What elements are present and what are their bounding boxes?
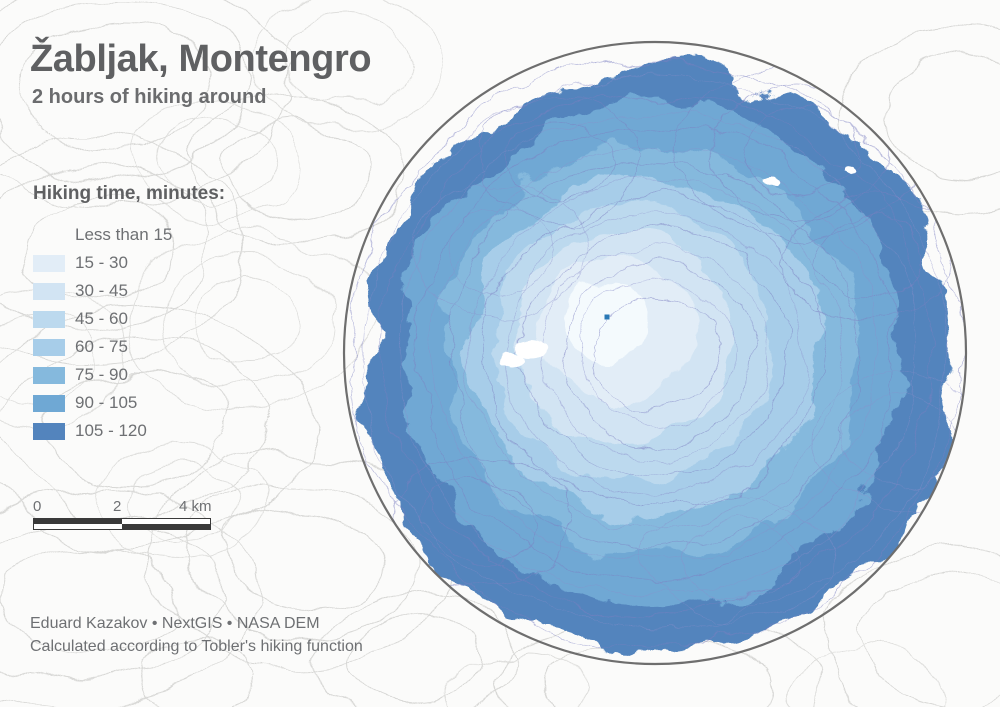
- credit-method: Calculated according to Tobler's hiking …: [30, 638, 363, 656]
- legend-row: 60 - 75: [33, 333, 225, 361]
- scale-tick-start: 0: [33, 498, 42, 515]
- credit-authors: Eduard Kazakov • NextGIS • NASA DEM: [30, 615, 320, 632]
- legend-swatch: [33, 366, 65, 384]
- scale-tick-end: 4 km: [179, 498, 212, 515]
- legend-label: 15 - 30: [75, 253, 128, 272]
- legend-swatch: [33, 394, 65, 412]
- legend-swatch: [33, 282, 65, 300]
- legend-label: 90 - 105: [75, 393, 138, 412]
- legend-swatch: [33, 254, 65, 272]
- isochrone-band-under-15: [565, 280, 653, 364]
- legend-swatch: [33, 227, 65, 244]
- legend-title: Hiking time, minutes:: [33, 183, 226, 204]
- scale-bar-segment-right: [122, 524, 210, 529]
- legend-swatch: [33, 422, 65, 440]
- title-block: Žabljak, Montengro 2 hours of hiking aro…: [30, 38, 372, 109]
- legend-label: 45 - 60: [75, 309, 128, 328]
- legend-label: 60 - 75: [75, 337, 128, 356]
- legend: Hiking time, minutes: Less than 15 15 - 3…: [33, 183, 225, 445]
- scale-bar: 0 2 4 km: [33, 498, 212, 530]
- map-boundary-circle: [342, 40, 968, 666]
- legend-swatch: [33, 310, 65, 328]
- legend-label: 75 - 90: [75, 365, 128, 384]
- legend-row: 75 - 90: [33, 361, 225, 389]
- legend-label: 105 - 120: [75, 421, 147, 440]
- legend-row: 15 - 30: [33, 249, 225, 277]
- scale-bar-segment-left: [34, 519, 122, 524]
- legend-row: Less than 15: [33, 221, 225, 249]
- scale-bar-graphic: [33, 518, 211, 530]
- legend-label: 30 - 45: [75, 281, 128, 300]
- legend-row: 30 - 45: [33, 277, 225, 305]
- scale-bar-ticks: 0 2 4 km: [33, 498, 212, 518]
- isochrone-bands: [348, 58, 966, 649]
- page-title: Žabljak, Montengro: [30, 38, 372, 80]
- legend-row: 90 - 105: [33, 389, 225, 417]
- credits: Eduard Kazakov • NextGIS • NASA DEM Calc…: [30, 612, 363, 658]
- legend-items: Less than 15 15 - 30 30 - 45 45 - 60 60 - 75…: [33, 221, 225, 445]
- scale-tick-mid: 2: [113, 498, 122, 515]
- legend-row: 45 - 60: [33, 305, 225, 333]
- lake-polygons: [500, 164, 858, 370]
- legend-swatch: [33, 338, 65, 356]
- legend-label: Less than 15: [75, 225, 173, 244]
- legend-row: 105 - 120: [33, 417, 225, 445]
- map-center-marker: [604, 314, 610, 320]
- page-subtitle: 2 hours of hiking around: [32, 85, 267, 108]
